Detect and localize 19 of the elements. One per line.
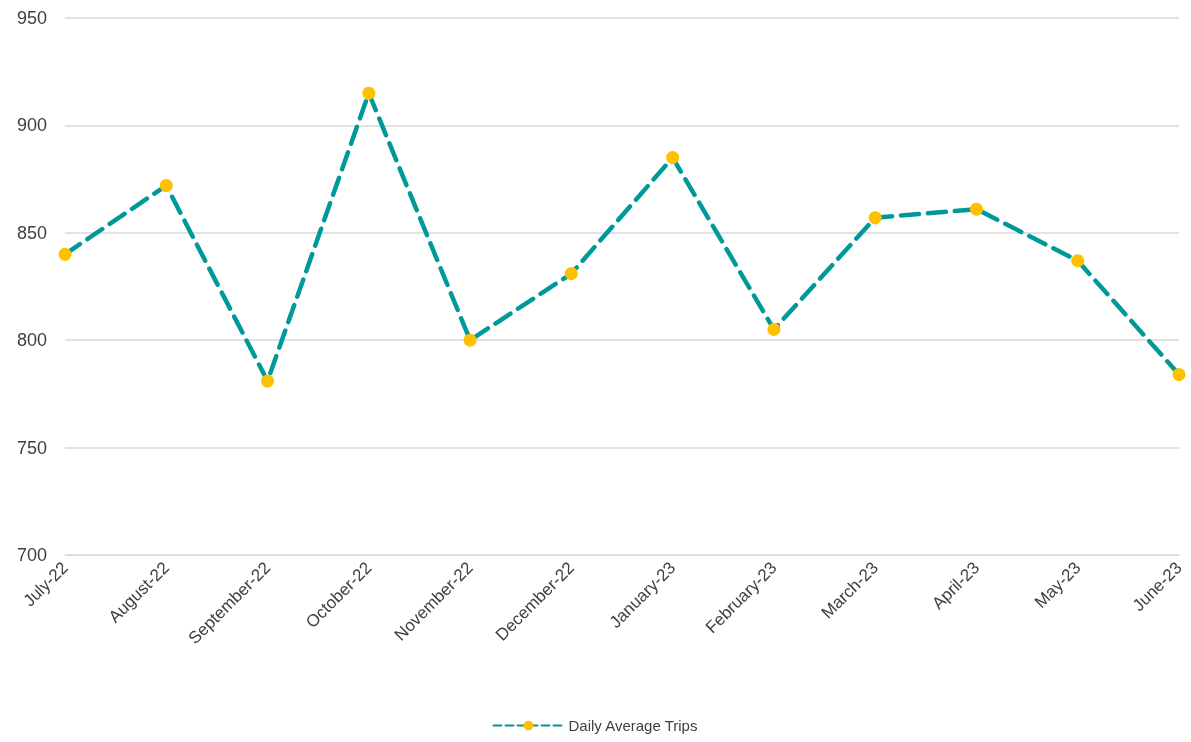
point (261, 374, 275, 388)
y-tick-label: 750 (16, 437, 47, 458)
y-tick-label: 850 (16, 222, 47, 243)
point (666, 151, 680, 165)
y-tick-label: 700 (16, 545, 47, 565)
y-tick-label: 950 (16, 8, 47, 28)
point (159, 179, 173, 193)
point (767, 322, 781, 336)
point (1172, 368, 1186, 382)
point (969, 202, 983, 216)
legend-label: Daily Average Trips (568, 717, 698, 734)
point (463, 333, 477, 347)
point (1071, 254, 1085, 268)
y-tick-label: 800 (16, 330, 47, 351)
point (564, 267, 578, 281)
point (868, 211, 882, 225)
point (362, 86, 376, 100)
point (58, 247, 72, 261)
y-tick-label: 900 (16, 115, 47, 136)
